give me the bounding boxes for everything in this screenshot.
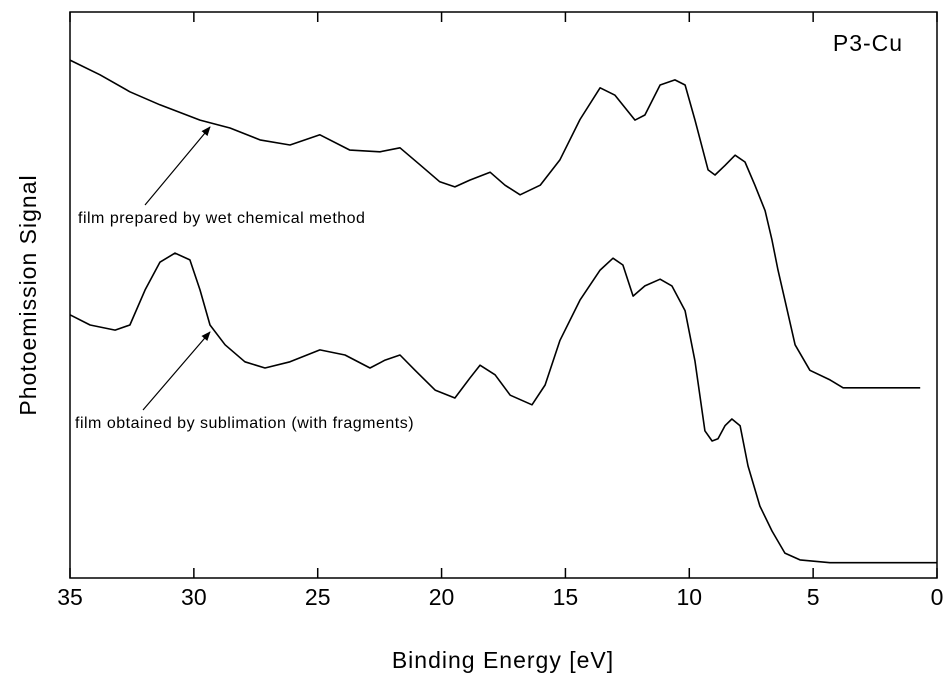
annotation: P3-Cu: [833, 30, 903, 56]
annotation: film obtained by sublimation (with fragm…: [75, 415, 414, 432]
spectrum-line: [69, 252, 937, 564]
y-axis-label: Photoemission Signal: [15, 174, 41, 415]
x-tick-label: 25: [305, 584, 331, 610]
spectrum-line: [69, 59, 921, 389]
arrow: [142, 331, 211, 411]
x-tick-label: 35: [57, 584, 83, 610]
x-tick-label: 30: [181, 584, 207, 610]
x-tick-label: 5: [807, 584, 820, 610]
x-tick-label: 15: [553, 584, 579, 610]
annotation: film prepared by wet chemical method: [78, 210, 365, 227]
x-tick-label: 0: [931, 584, 944, 610]
plot-frame: [69, 11, 938, 579]
x-axis-label: Binding Energy [eV]: [392, 647, 614, 673]
x-tick-label: 20: [429, 584, 455, 610]
x-tick-label: 10: [676, 584, 702, 610]
arrow: [144, 126, 211, 206]
